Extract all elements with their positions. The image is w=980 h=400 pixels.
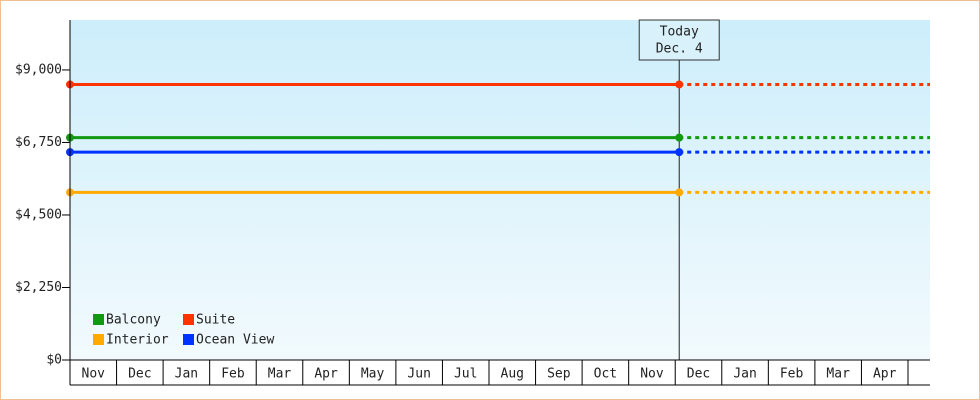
series-point xyxy=(675,80,684,89)
legend-swatch xyxy=(93,314,104,325)
x-tick-label: Aug xyxy=(501,367,524,382)
legend-label: Balcony xyxy=(106,313,161,328)
today-box xyxy=(638,19,720,61)
legend-swatch xyxy=(183,314,194,325)
x-tick-label: May xyxy=(361,367,385,382)
today-label: Today xyxy=(660,25,699,40)
x-tick-label: Mar xyxy=(826,367,850,382)
x-tick-label: Mar xyxy=(268,367,292,382)
x-tick-label: Sep xyxy=(547,367,571,382)
x-tick-label: Feb xyxy=(221,367,245,382)
legend-swatch xyxy=(183,334,194,345)
plot-area xyxy=(70,20,930,360)
x-tick-label: Apr xyxy=(873,367,897,382)
x-tick-label: Nov xyxy=(82,367,106,382)
x-tick-label: Oct xyxy=(594,367,617,382)
y-tick-label: $6,750 xyxy=(15,135,62,150)
series-point xyxy=(675,188,684,197)
x-tick-label: Feb xyxy=(780,367,804,382)
x-tick-label: Apr xyxy=(314,367,338,382)
x-tick-label: Jan xyxy=(733,367,756,382)
y-tick-label: $0 xyxy=(46,353,62,368)
x-tick-label: Dec xyxy=(128,367,151,382)
legend-swatch xyxy=(93,334,104,345)
legend-label: Ocean View xyxy=(196,333,274,348)
today-label: Dec. 4 xyxy=(656,42,703,57)
x-tick-label: Dec xyxy=(687,367,710,382)
legend-label: Interior xyxy=(106,333,169,348)
x-tick-label: Jul xyxy=(454,367,477,382)
series-point xyxy=(675,133,684,142)
y-tick-label: $2,250 xyxy=(15,280,62,295)
series-point xyxy=(675,148,684,157)
y-tick-label: $9,000 xyxy=(15,62,62,77)
x-tick-label: Jan xyxy=(175,367,198,382)
y-tick-label: $4,500 xyxy=(15,207,62,222)
legend-label: Suite xyxy=(196,313,235,328)
x-tick-label: Jun xyxy=(407,367,430,382)
x-tick-label: Nov xyxy=(640,367,664,382)
